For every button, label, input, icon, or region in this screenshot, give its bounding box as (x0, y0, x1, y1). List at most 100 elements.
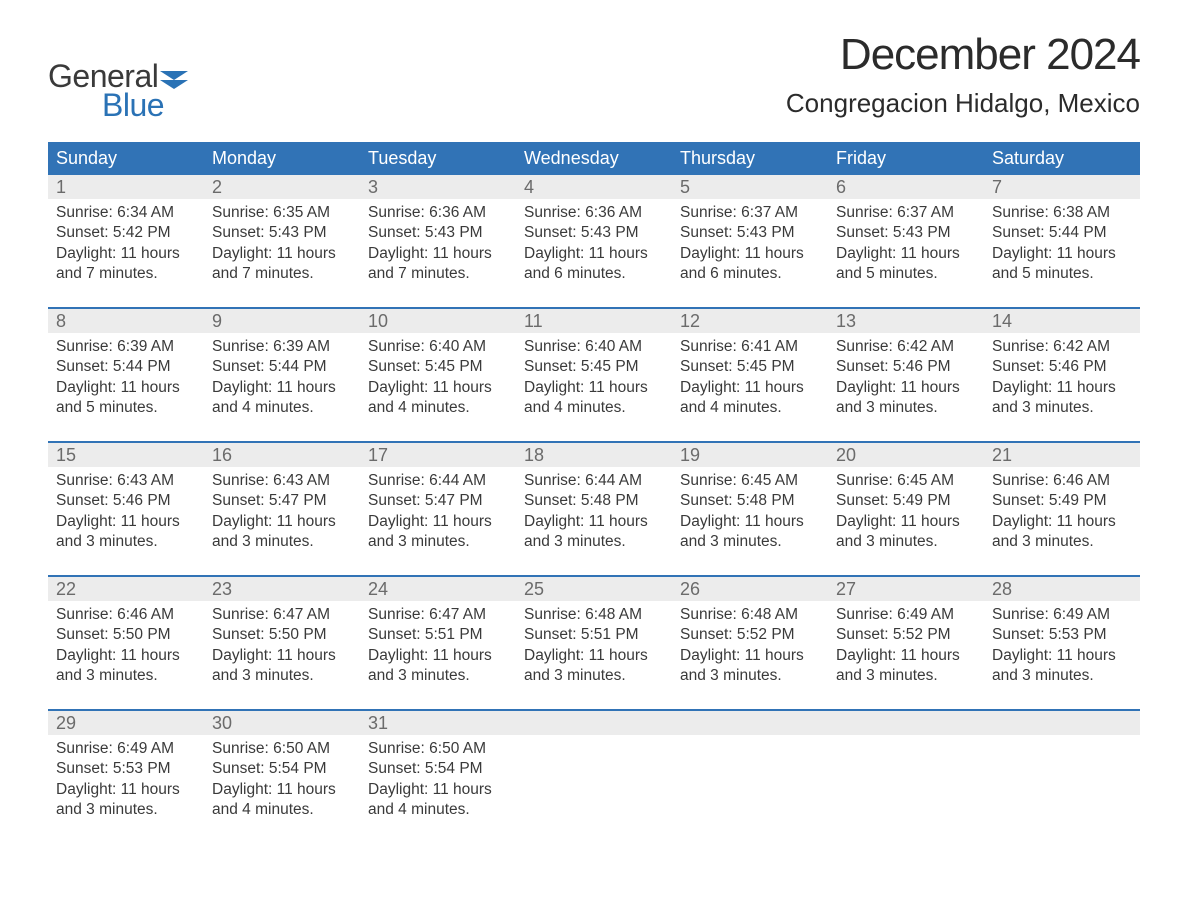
week-block: 293031Sunrise: 6:49 AMSunset: 5:53 PMDay… (48, 711, 1140, 843)
day-cell: Sunrise: 6:39 AMSunset: 5:44 PMDaylight:… (204, 333, 360, 441)
day-number: 27 (828, 577, 984, 601)
sunset-line: Sunset: 5:54 PM (368, 759, 508, 779)
daylight-line: Daylight: 11 hours and 3 minutes. (524, 646, 664, 687)
day-number: 31 (360, 711, 516, 735)
content-row: Sunrise: 6:49 AMSunset: 5:53 PMDaylight:… (48, 735, 1140, 843)
day-number: 29 (48, 711, 204, 735)
weekday-header: Thursday (672, 142, 828, 175)
day-number: 19 (672, 443, 828, 467)
calendar-grid: SundayMondayTuesdayWednesdayThursdayFrid… (48, 142, 1140, 843)
day-number: 7 (984, 175, 1140, 199)
day-number (984, 711, 1140, 735)
sunrise-line: Sunrise: 6:44 AM (368, 471, 508, 491)
daylight-line: Daylight: 11 hours and 3 minutes. (992, 646, 1132, 687)
logo-text-blue: Blue (102, 87, 188, 124)
sunset-line: Sunset: 5:49 PM (836, 491, 976, 511)
sunset-line: Sunset: 5:53 PM (992, 625, 1132, 645)
sunset-line: Sunset: 5:48 PM (524, 491, 664, 511)
daylight-line: Daylight: 11 hours and 7 minutes. (212, 244, 352, 285)
sunset-line: Sunset: 5:43 PM (524, 223, 664, 243)
sunrise-line: Sunrise: 6:50 AM (368, 739, 508, 759)
day-cell: Sunrise: 6:46 AMSunset: 5:50 PMDaylight:… (48, 601, 204, 709)
daylight-line: Daylight: 11 hours and 4 minutes. (212, 780, 352, 821)
day-cell: Sunrise: 6:40 AMSunset: 5:45 PMDaylight:… (360, 333, 516, 441)
day-cell: Sunrise: 6:44 AMSunset: 5:48 PMDaylight:… (516, 467, 672, 575)
daylight-line: Daylight: 11 hours and 3 minutes. (524, 512, 664, 553)
day-number: 15 (48, 443, 204, 467)
content-row: Sunrise: 6:39 AMSunset: 5:44 PMDaylight:… (48, 333, 1140, 441)
day-cell: Sunrise: 6:50 AMSunset: 5:54 PMDaylight:… (360, 735, 516, 843)
weekday-header: Tuesday (360, 142, 516, 175)
day-cell: Sunrise: 6:45 AMSunset: 5:48 PMDaylight:… (672, 467, 828, 575)
daynum-row: 15161718192021 (48, 443, 1140, 467)
sunset-line: Sunset: 5:50 PM (56, 625, 196, 645)
day-number: 9 (204, 309, 360, 333)
daylight-line: Daylight: 11 hours and 6 minutes. (680, 244, 820, 285)
week-block: 1234567Sunrise: 6:34 AMSunset: 5:42 PMDa… (48, 175, 1140, 307)
weekday-header: Wednesday (516, 142, 672, 175)
sunset-line: Sunset: 5:46 PM (56, 491, 196, 511)
sunrise-line: Sunrise: 6:47 AM (368, 605, 508, 625)
daylight-line: Daylight: 11 hours and 3 minutes. (836, 378, 976, 419)
day-cell: Sunrise: 6:46 AMSunset: 5:49 PMDaylight:… (984, 467, 1140, 575)
daylight-line: Daylight: 11 hours and 4 minutes. (680, 378, 820, 419)
day-cell: Sunrise: 6:42 AMSunset: 5:46 PMDaylight:… (828, 333, 984, 441)
day-cell: Sunrise: 6:43 AMSunset: 5:46 PMDaylight:… (48, 467, 204, 575)
day-cell: Sunrise: 6:42 AMSunset: 5:46 PMDaylight:… (984, 333, 1140, 441)
sunrise-line: Sunrise: 6:38 AM (992, 203, 1132, 223)
sunrise-line: Sunrise: 6:37 AM (680, 203, 820, 223)
sunset-line: Sunset: 5:46 PM (836, 357, 976, 377)
sunset-line: Sunset: 5:43 PM (212, 223, 352, 243)
sunrise-line: Sunrise: 6:36 AM (368, 203, 508, 223)
day-number: 28 (984, 577, 1140, 601)
daylight-line: Daylight: 11 hours and 5 minutes. (992, 244, 1132, 285)
day-cell: Sunrise: 6:39 AMSunset: 5:44 PMDaylight:… (48, 333, 204, 441)
day-number (672, 711, 828, 735)
day-number: 26 (672, 577, 828, 601)
page-heading: December 2024 Congregacion Hidalgo, Mexi… (786, 30, 1140, 119)
sunrise-line: Sunrise: 6:50 AM (212, 739, 352, 759)
daylight-line: Daylight: 11 hours and 7 minutes. (368, 244, 508, 285)
daylight-line: Daylight: 11 hours and 3 minutes. (212, 512, 352, 553)
day-number: 16 (204, 443, 360, 467)
daylight-line: Daylight: 11 hours and 4 minutes. (368, 378, 508, 419)
sunrise-line: Sunrise: 6:45 AM (680, 471, 820, 491)
sunset-line: Sunset: 5:44 PM (992, 223, 1132, 243)
day-cell: Sunrise: 6:37 AMSunset: 5:43 PMDaylight:… (828, 199, 984, 307)
day-cell: Sunrise: 6:48 AMSunset: 5:52 PMDaylight:… (672, 601, 828, 709)
sunrise-line: Sunrise: 6:35 AM (212, 203, 352, 223)
month-title: December 2024 (786, 30, 1140, 80)
sunrise-line: Sunrise: 6:36 AM (524, 203, 664, 223)
sunrise-line: Sunrise: 6:49 AM (836, 605, 976, 625)
logo: General Blue (48, 58, 188, 124)
daylight-line: Daylight: 11 hours and 5 minutes. (56, 378, 196, 419)
sunrise-line: Sunrise: 6:41 AM (680, 337, 820, 357)
sunrise-line: Sunrise: 6:42 AM (992, 337, 1132, 357)
sunset-line: Sunset: 5:54 PM (212, 759, 352, 779)
daylight-line: Daylight: 11 hours and 3 minutes. (836, 512, 976, 553)
sunset-line: Sunset: 5:51 PM (368, 625, 508, 645)
sunrise-line: Sunrise: 6:48 AM (680, 605, 820, 625)
day-cell: Sunrise: 6:38 AMSunset: 5:44 PMDaylight:… (984, 199, 1140, 307)
sunset-line: Sunset: 5:49 PM (992, 491, 1132, 511)
sunset-line: Sunset: 5:47 PM (368, 491, 508, 511)
sunrise-line: Sunrise: 6:40 AM (368, 337, 508, 357)
sunrise-line: Sunrise: 6:49 AM (56, 739, 196, 759)
day-cell: Sunrise: 6:47 AMSunset: 5:50 PMDaylight:… (204, 601, 360, 709)
sunrise-line: Sunrise: 6:42 AM (836, 337, 976, 357)
sunset-line: Sunset: 5:52 PM (680, 625, 820, 645)
day-number: 24 (360, 577, 516, 601)
daylight-line: Daylight: 11 hours and 4 minutes. (212, 378, 352, 419)
day-number: 5 (672, 175, 828, 199)
daylight-line: Daylight: 11 hours and 3 minutes. (680, 646, 820, 687)
weekday-header: Saturday (984, 142, 1140, 175)
day-cell (984, 735, 1140, 843)
daynum-row: 22232425262728 (48, 577, 1140, 601)
sunrise-line: Sunrise: 6:47 AM (212, 605, 352, 625)
week-block: 891011121314Sunrise: 6:39 AMSunset: 5:44… (48, 309, 1140, 441)
sunset-line: Sunset: 5:45 PM (680, 357, 820, 377)
weekday-header-row: SundayMondayTuesdayWednesdayThursdayFrid… (48, 142, 1140, 175)
weekday-header: Monday (204, 142, 360, 175)
day-number: 14 (984, 309, 1140, 333)
day-number: 22 (48, 577, 204, 601)
